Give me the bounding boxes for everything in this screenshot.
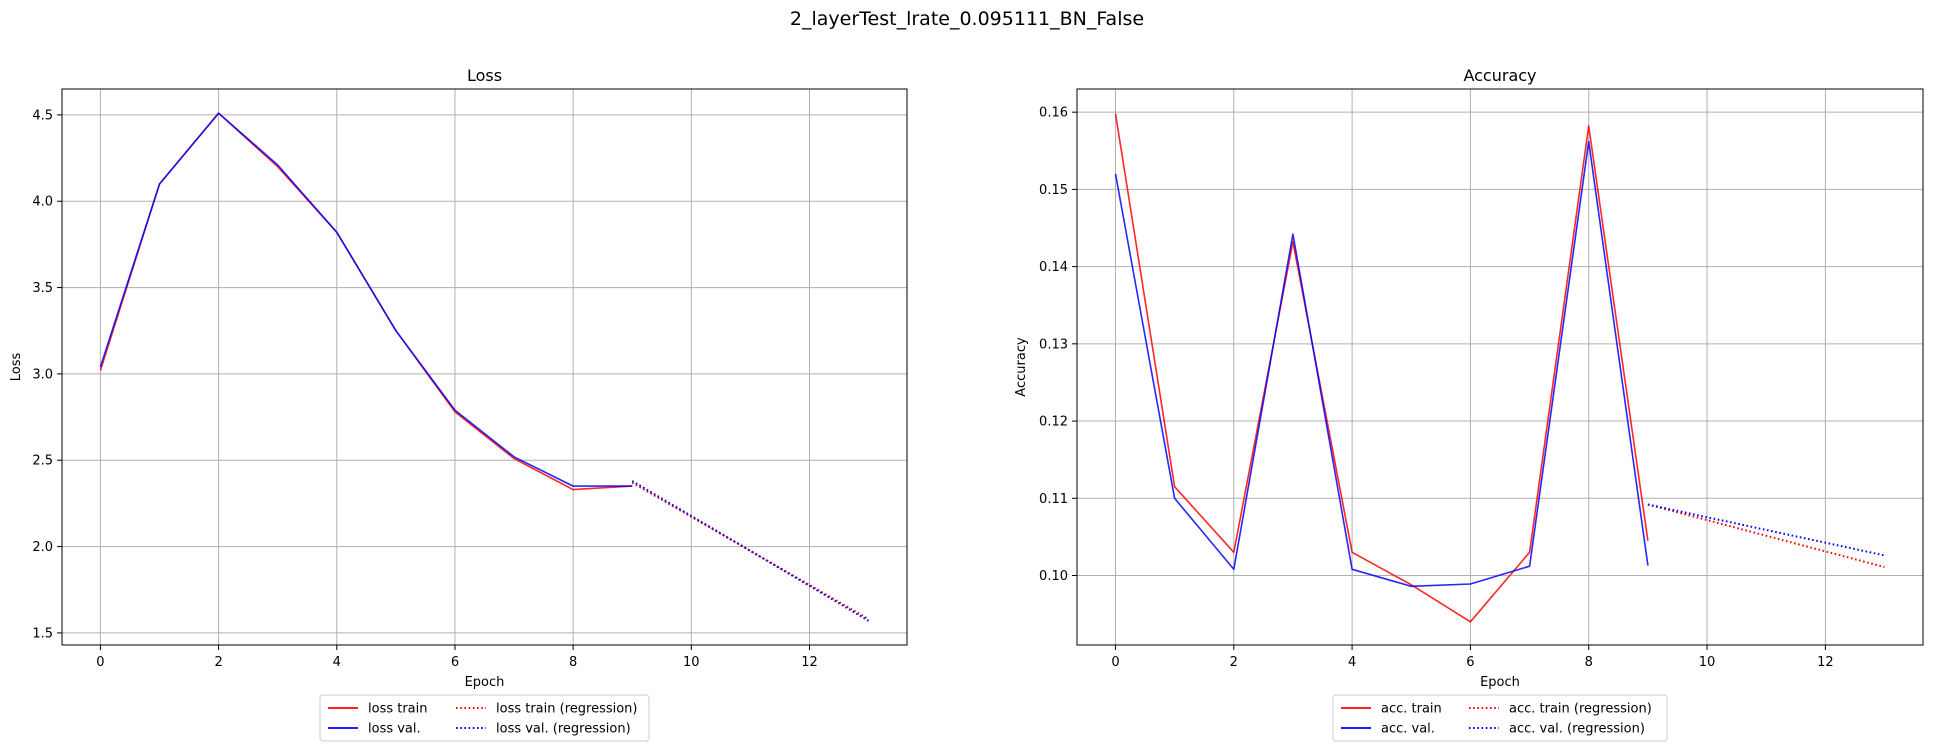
x-tick-label: 2 xyxy=(214,655,222,670)
series-line-loss-train xyxy=(99,112,633,491)
y-axis-label: Accuracy xyxy=(1014,337,1029,397)
y-tick-label: 3.5 xyxy=(32,281,53,296)
series-line-acc-train-regression xyxy=(1647,503,1885,568)
x-tick-label: 10 xyxy=(1699,655,1716,670)
x-tick-label: 6 xyxy=(451,655,459,670)
x-axis-label: Epoch xyxy=(1480,675,1520,690)
legend-box xyxy=(1332,694,1668,742)
accuracy-chart: 0 2 4 6 8 10 12 0.10 0.11 0.12 0.13 0.14 0.15 0.16 Acc… xyxy=(1014,66,1924,742)
series-line-acc-train xyxy=(1114,113,1649,623)
y-tick-label: 3.0 xyxy=(32,367,53,382)
series-line-acc-val xyxy=(1114,140,1649,588)
legend-label-loss-train: loss train xyxy=(368,702,428,717)
x-tick-label: 4 xyxy=(1348,655,1356,670)
x-tick-label: 0 xyxy=(96,655,104,670)
legend: loss train loss val. loss train (regressio… xyxy=(319,694,650,742)
y-tick-label: 0.10 xyxy=(1039,569,1068,584)
axes-frame xyxy=(61,88,908,646)
y-tick-label: 0.13 xyxy=(1039,337,1068,352)
y-tick-label: 4.5 xyxy=(32,108,53,123)
legend-label-loss-val: loss val. xyxy=(368,722,421,737)
legend-label-acc-val: acc. val. xyxy=(1381,722,1435,737)
loss-chart: 0 2 4 6 8 10 12 1.5 2.0 2.5 3.0 3.5 4.0 4.5 Loss Epoch L… xyxy=(9,66,908,742)
y-tick-label: 0.16 xyxy=(1039,106,1068,121)
x-tick-label: 0 xyxy=(1111,655,1119,670)
legend-label-loss-train-regression: loss train (regression) xyxy=(496,702,638,717)
series-line-loss-val-regression xyxy=(631,480,870,622)
y-tick-label: 1.5 xyxy=(32,626,53,641)
legend-label-acc-val-regression: acc. val. (regression) xyxy=(1509,722,1645,737)
y-tick-label: 0.14 xyxy=(1039,260,1068,275)
legend-label-acc-train-regression: acc. train (regression) xyxy=(1509,702,1652,717)
y-tick-label: 2.5 xyxy=(32,454,53,469)
y-axis-label: Loss xyxy=(9,353,24,382)
x-tick-label: 12 xyxy=(1817,655,1834,670)
x-tick-label: 6 xyxy=(1466,655,1474,670)
y-tick-label: 0.12 xyxy=(1039,415,1068,430)
y-tick-label: 0.15 xyxy=(1039,183,1068,198)
legend-box xyxy=(319,694,650,742)
x-tick-label: 10 xyxy=(683,655,700,670)
x-tick-label: 12 xyxy=(801,655,818,670)
series-line-loss-train-regression xyxy=(631,481,870,620)
x-axis-label: Epoch xyxy=(465,675,505,690)
x-tick-label: 8 xyxy=(1585,655,1593,670)
x-tick-label: 8 xyxy=(569,655,577,670)
series-line-loss-val xyxy=(99,112,633,487)
y-tick-label: 0.11 xyxy=(1039,492,1068,507)
legend-label-acc-train: acc. train xyxy=(1381,702,1442,717)
axes-frame xyxy=(1076,88,1924,646)
chart-title: Accuracy xyxy=(1463,66,1536,85)
x-tick-label: 2 xyxy=(1230,655,1238,670)
series-line-acc-val-regression xyxy=(1647,503,1885,557)
legend: acc. train acc. val. acc. train (regressio… xyxy=(1332,694,1668,742)
y-tick-label: 4.0 xyxy=(32,195,53,210)
x-tick-label: 4 xyxy=(333,655,341,670)
figure-suptitle: 2_layerTest_lrate_0.095111_BN_False xyxy=(790,8,1144,30)
y-tick-label: 2.0 xyxy=(32,540,53,555)
chart-title: Loss xyxy=(467,66,502,85)
legend-label-loss-val-regression: loss val. (regression) xyxy=(496,722,631,737)
